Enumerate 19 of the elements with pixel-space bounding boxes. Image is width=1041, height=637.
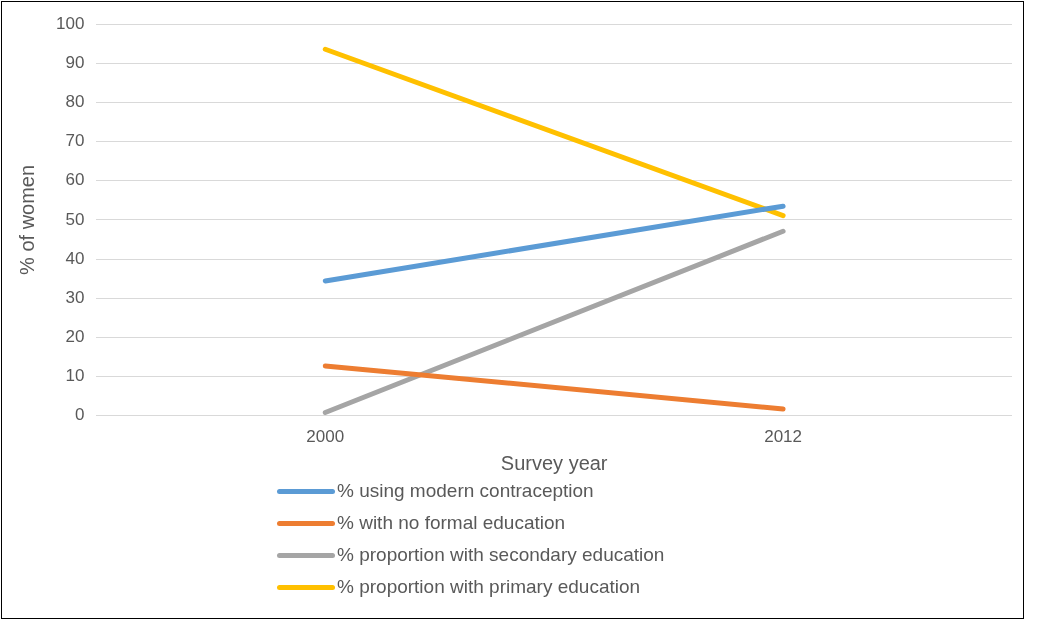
y-tick-label: 100: [55, 13, 85, 33]
y-tick-label: 0: [74, 405, 85, 425]
y-tick-label: 70: [65, 131, 85, 151]
legend-label: % with no formal education: [337, 512, 566, 534]
y-tick-label: 40: [65, 248, 85, 268]
x-tick-label: 2000: [306, 427, 345, 447]
legend-label: % using modern contraception: [337, 480, 594, 502]
y-tick-label: 30: [65, 287, 85, 307]
y-tick-label: 60: [65, 170, 85, 190]
y-tick-label: 10: [65, 366, 85, 386]
x-axis-title: Survey year: [500, 451, 608, 474]
y-tick-label: 50: [65, 209, 85, 229]
y-tick-label: 80: [65, 92, 85, 112]
y-tick-label: 20: [65, 327, 85, 347]
x-tick-label: 2012: [764, 427, 803, 447]
y-axis-title: % of women: [15, 164, 38, 275]
y-tick-label: 90: [65, 53, 85, 73]
legend-label: % proportion with primary education: [337, 576, 641, 598]
legend-label: % proportion with secondary education: [337, 544, 665, 566]
